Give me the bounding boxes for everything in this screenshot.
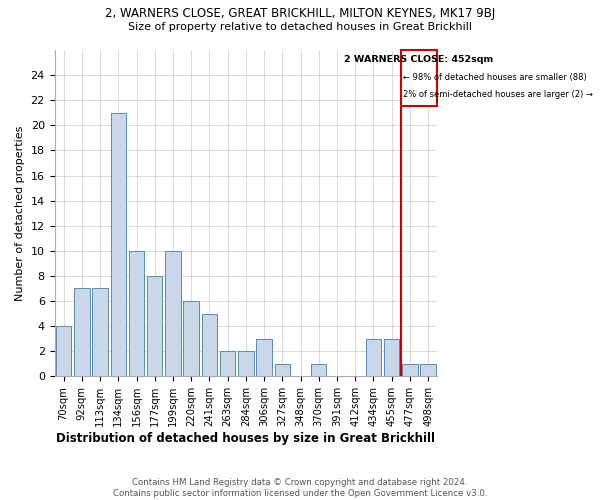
- Bar: [311, 364, 326, 376]
- Bar: [129, 251, 144, 376]
- Bar: [74, 288, 89, 376]
- Text: Size of property relative to detached houses in Great Brickhill: Size of property relative to detached ho…: [128, 22, 472, 32]
- Bar: [384, 338, 400, 376]
- Bar: [238, 351, 254, 376]
- Bar: [275, 364, 290, 376]
- Bar: [202, 314, 217, 376]
- Bar: [421, 364, 436, 376]
- Bar: [56, 326, 71, 376]
- Bar: [401, 50, 437, 106]
- Bar: [365, 338, 381, 376]
- X-axis label: Distribution of detached houses by size in Great Brickhill: Distribution of detached houses by size …: [56, 432, 436, 445]
- Bar: [147, 276, 163, 376]
- Bar: [256, 338, 272, 376]
- Bar: [165, 251, 181, 376]
- Text: 2, WARNERS CLOSE, GREAT BRICKHILL, MILTON KEYNES, MK17 9BJ: 2, WARNERS CLOSE, GREAT BRICKHILL, MILTO…: [105, 8, 495, 20]
- Text: Contains HM Land Registry data © Crown copyright and database right 2024.
Contai: Contains HM Land Registry data © Crown c…: [113, 478, 487, 498]
- Text: 2 WARNERS CLOSE: 452sqm: 2 WARNERS CLOSE: 452sqm: [344, 55, 494, 64]
- Y-axis label: Number of detached properties: Number of detached properties: [15, 126, 25, 301]
- Bar: [110, 113, 126, 376]
- Bar: [184, 301, 199, 376]
- Bar: [402, 364, 418, 376]
- Bar: [92, 288, 108, 376]
- Text: ← 98% of detached houses are smaller (88): ← 98% of detached houses are smaller (88…: [403, 72, 586, 82]
- Bar: [220, 351, 235, 376]
- Text: 2% of semi-detached houses are larger (2) →: 2% of semi-detached houses are larger (2…: [403, 90, 592, 99]
